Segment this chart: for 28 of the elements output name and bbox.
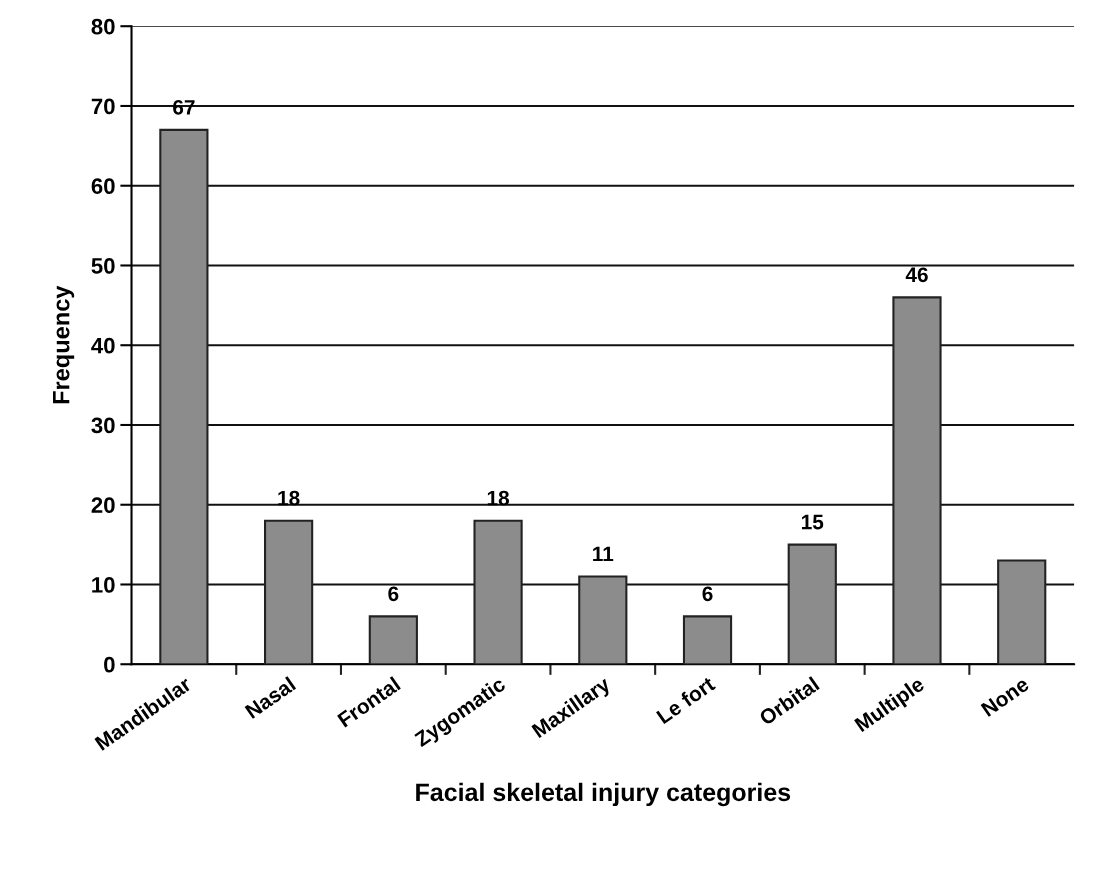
bar: [892, 296, 942, 665]
data-label: 11: [593, 546, 614, 562]
y-tick-label: 0: [104, 656, 115, 673]
bar: [264, 519, 314, 665]
y-tick-label: 50: [91, 258, 115, 274]
y-tick-label: 40: [91, 337, 115, 354]
bar: [682, 615, 733, 665]
bar: [159, 128, 209, 665]
bar: [578, 575, 628, 665]
y-tick-label: 10: [92, 577, 115, 593]
data-label: 6: [702, 586, 713, 602]
x-tick-label: Le fort: [655, 675, 717, 725]
data-label: 6: [388, 586, 399, 602]
y-tick-label: 20: [91, 497, 115, 514]
bar: [473, 519, 523, 665]
data-label: 18: [278, 490, 300, 506]
bar: [787, 543, 837, 665]
bar: [997, 559, 1047, 665]
y-tick-label: 30: [91, 417, 115, 434]
y-tick-label: 70: [91, 98, 115, 115]
data-label: 15: [801, 514, 824, 530]
bar: [368, 615, 418, 665]
x-axis-title: Facial skeletal injury categories: [416, 782, 791, 807]
data-label: 46: [905, 267, 928, 283]
y-tick-label: 80: [91, 18, 115, 35]
y-tick-label: 60: [91, 178, 115, 194]
y-axis-title: Frequency: [53, 285, 75, 404]
data-label: 18: [487, 490, 510, 506]
